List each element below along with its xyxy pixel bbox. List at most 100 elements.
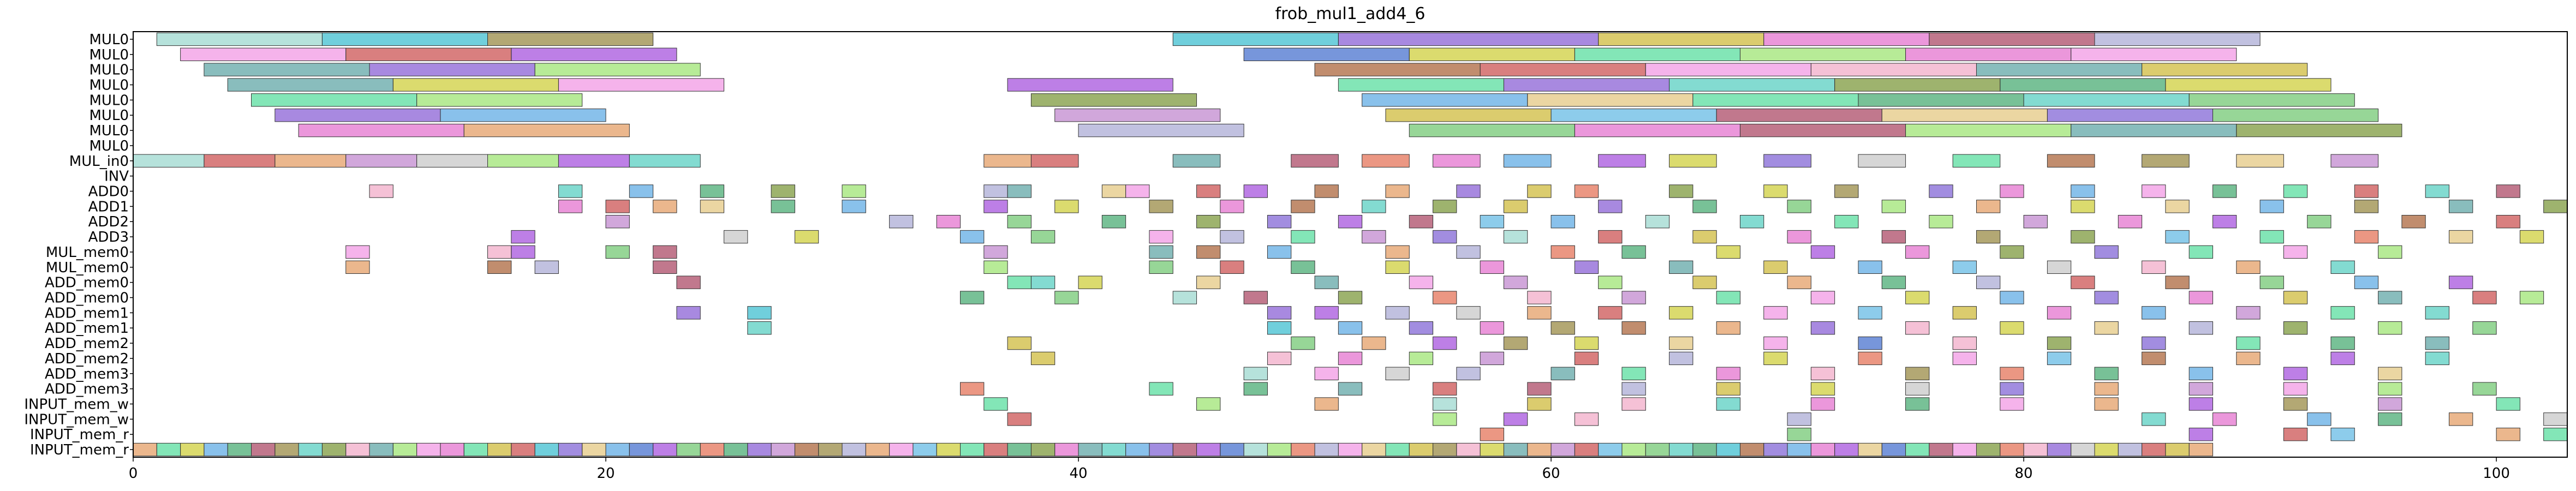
op-bar xyxy=(1503,78,1670,92)
op-bar xyxy=(251,93,418,107)
op-bar xyxy=(1669,306,1694,320)
op-bar xyxy=(1669,336,1694,350)
op-bar xyxy=(2425,184,2449,198)
op-bar xyxy=(2165,78,2331,92)
op-bar xyxy=(1480,215,1504,229)
op-bar xyxy=(1314,184,1339,198)
op-bar xyxy=(1101,442,1126,457)
op-bar xyxy=(1787,200,1811,213)
op-bar xyxy=(1976,442,2001,457)
op-bar xyxy=(2212,215,2237,229)
op-bar xyxy=(1149,442,1173,457)
op-bar xyxy=(676,442,701,457)
row-label: ADD_mem2 xyxy=(45,336,129,352)
op-bar xyxy=(2378,245,2402,259)
op-bar xyxy=(1220,260,1244,274)
op-bar xyxy=(1433,397,1457,411)
op-bar xyxy=(1456,245,1481,259)
op-bar xyxy=(1243,291,1268,304)
x-tick-label: 60 xyxy=(1542,465,1560,482)
op-bar xyxy=(2094,291,2119,304)
op-bar xyxy=(1834,78,2001,92)
op-bar xyxy=(2283,321,2308,335)
op-bar xyxy=(2142,412,2166,426)
op-bar xyxy=(1834,442,1859,457)
op-bar xyxy=(2000,184,2024,198)
op-bar xyxy=(2212,109,2379,122)
op-bar xyxy=(1905,382,1930,396)
op-bar xyxy=(2189,397,2213,411)
op-bar xyxy=(1551,442,1575,457)
op-bar xyxy=(2165,230,2190,244)
op-bar xyxy=(1267,245,1292,259)
op-bar xyxy=(1125,442,1150,457)
row-label: ADD0 xyxy=(88,184,129,200)
op-bar xyxy=(2283,428,2308,441)
op-bar xyxy=(2401,215,2426,229)
op-bar xyxy=(676,306,701,320)
op-bar xyxy=(1787,428,1811,441)
op-bar xyxy=(1291,260,1315,274)
op-bar xyxy=(1172,32,1339,46)
op-bar xyxy=(1716,367,1740,380)
op-bar xyxy=(676,276,701,289)
op-bar xyxy=(1527,306,1552,320)
op-bar xyxy=(2000,367,2024,380)
op-bar xyxy=(960,291,985,304)
op-bar xyxy=(1480,442,1504,457)
op-bar xyxy=(2283,397,2308,411)
op-bar xyxy=(1574,336,1599,350)
op-bar xyxy=(2330,154,2379,167)
op-bar xyxy=(629,184,654,198)
op-bar xyxy=(1267,351,1292,366)
op-bar xyxy=(2283,184,2308,198)
op-bar xyxy=(1645,442,1670,457)
op-bar xyxy=(1810,245,1835,259)
op-bar xyxy=(2543,412,2568,426)
op-bar xyxy=(1291,442,1315,457)
op-bar xyxy=(1385,367,1410,380)
row-label: INV xyxy=(104,169,129,185)
chart-title: frob_mul1_add4_6 xyxy=(1275,4,1426,23)
op-bar xyxy=(1621,245,1646,259)
op-bar xyxy=(1267,306,1292,320)
op-bar xyxy=(2000,382,2024,396)
op-bar xyxy=(2142,184,2166,198)
op-bar xyxy=(1574,260,1599,274)
op-bar xyxy=(1433,382,1457,396)
op-bar xyxy=(1669,154,1717,167)
op-bar xyxy=(1810,397,1835,411)
op-bar xyxy=(2212,412,2237,426)
op-bar xyxy=(2071,200,2095,213)
op-bar xyxy=(1007,78,1173,92)
op-bar xyxy=(1621,321,1646,335)
op-bar xyxy=(1952,154,2001,167)
op-bar xyxy=(321,442,347,457)
op-bar xyxy=(2354,200,2379,213)
op-bar xyxy=(1669,351,1694,366)
op-bar xyxy=(1551,245,1575,259)
op-bar xyxy=(1503,230,1528,244)
op-bar xyxy=(2425,306,2449,320)
op-bar xyxy=(487,260,512,274)
op-bar xyxy=(1456,306,1481,320)
op-bar xyxy=(1196,215,1221,229)
op-bar xyxy=(558,184,583,198)
op-bar xyxy=(1362,336,1386,350)
op-bar xyxy=(1291,154,1339,167)
op-bar xyxy=(1409,321,1434,335)
op-bar xyxy=(275,442,299,457)
op-bar xyxy=(1810,291,1835,304)
op-bar xyxy=(2142,154,2190,167)
op-bar xyxy=(1881,200,1906,213)
op-bar xyxy=(1692,276,1717,289)
op-bar xyxy=(487,442,512,457)
op-bar xyxy=(605,215,630,229)
row-label: MUL_in0 xyxy=(69,153,129,170)
op-bar xyxy=(1385,245,1410,259)
op-bar xyxy=(1574,412,1599,426)
op-bar xyxy=(1409,351,1434,366)
op-bar xyxy=(1810,321,1835,335)
op-bar xyxy=(2094,32,2261,46)
op-bar xyxy=(1810,367,1835,380)
